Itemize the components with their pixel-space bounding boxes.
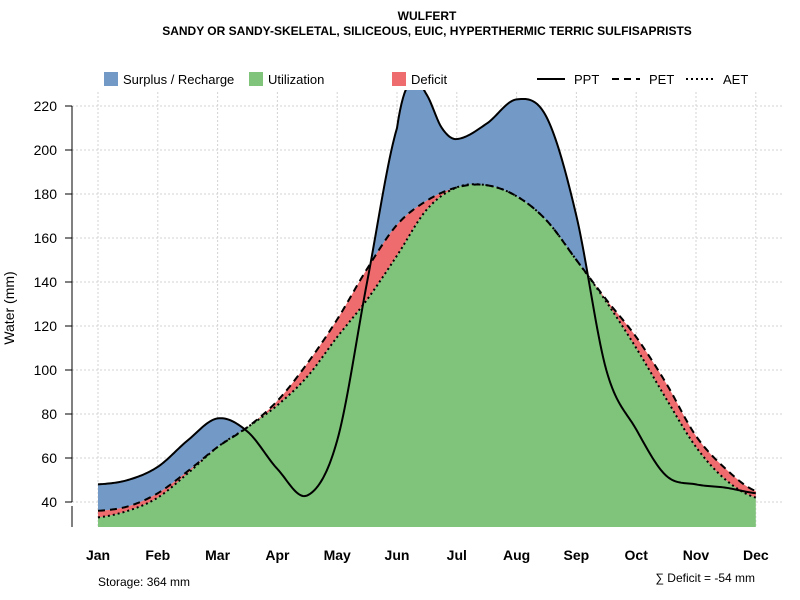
x-tick-label-jan: Jan (86, 547, 110, 563)
x-tick-label-nov: Nov (683, 547, 710, 563)
legend-swatch-surplus (104, 72, 118, 86)
y-tick-label-140: 140 (34, 274, 58, 290)
series-line-aet (97, 183, 757, 519)
y-tick-label-100: 100 (34, 362, 58, 378)
x-tick-label-mar: Mar (205, 547, 230, 563)
legend-label-surplus: Surplus / Recharge (123, 72, 234, 87)
x-tick-label-sep: Sep (564, 547, 590, 563)
series-line-ppt (97, 90, 756, 498)
legend-swatch-deficit (392, 72, 406, 86)
area-layer (98, 90, 756, 527)
legend: Surplus / Recharge Utilization Deficit P… (104, 72, 748, 87)
deficit-note: ∑ Deficit = -54 mm (655, 571, 755, 585)
y-tick-label-60: 60 (41, 450, 57, 466)
x-tick-label-dec: Dec (743, 547, 769, 563)
chart-subtitle: SANDY OR SANDY-SKELETAL, SILICEOUS, EUIC… (162, 24, 692, 38)
y-tick-label-220: 220 (34, 98, 58, 114)
area-utilization (98, 184, 756, 527)
axes: 40 60 80 100 120 140 160 180 200 220 Jan Feb Mar Apr M… (34, 98, 769, 563)
y-tick-label-120: 120 (34, 318, 58, 334)
x-tick-label-feb: Feb (145, 547, 170, 563)
line-layer (97, 90, 757, 519)
y-tick-label-40: 40 (41, 494, 57, 510)
y-tick-label-80: 80 (41, 406, 57, 422)
legend-swatch-utilization (249, 72, 263, 86)
y-tick-label-160: 160 (34, 230, 58, 246)
legend-label-utilization: Utilization (268, 72, 324, 87)
storage-note: Storage: 364 mm (98, 575, 190, 589)
x-tick-label-oct: Oct (625, 547, 649, 563)
x-tick-label-apr: Apr (265, 547, 290, 563)
chart-title: WULFERT (398, 9, 457, 23)
y-axis-title: Water (mm) (1, 271, 17, 344)
x-tick-label-may: May (324, 547, 351, 563)
area-surplus (98, 90, 756, 511)
y-tick-label-180: 180 (34, 186, 58, 202)
x-tick-label-aug: Aug (503, 547, 530, 563)
legend-label-aet: AET (723, 72, 748, 87)
series-line-pet (97, 183, 757, 512)
legend-label-deficit: Deficit (411, 72, 448, 87)
legend-label-ppt: PPT (574, 72, 599, 87)
x-tick-label-jun: Jun (385, 547, 410, 563)
legend-label-pet: PET (649, 72, 674, 87)
x-tick-label-jul: Jul (447, 547, 467, 563)
y-tick-label-200: 200 (34, 142, 58, 158)
